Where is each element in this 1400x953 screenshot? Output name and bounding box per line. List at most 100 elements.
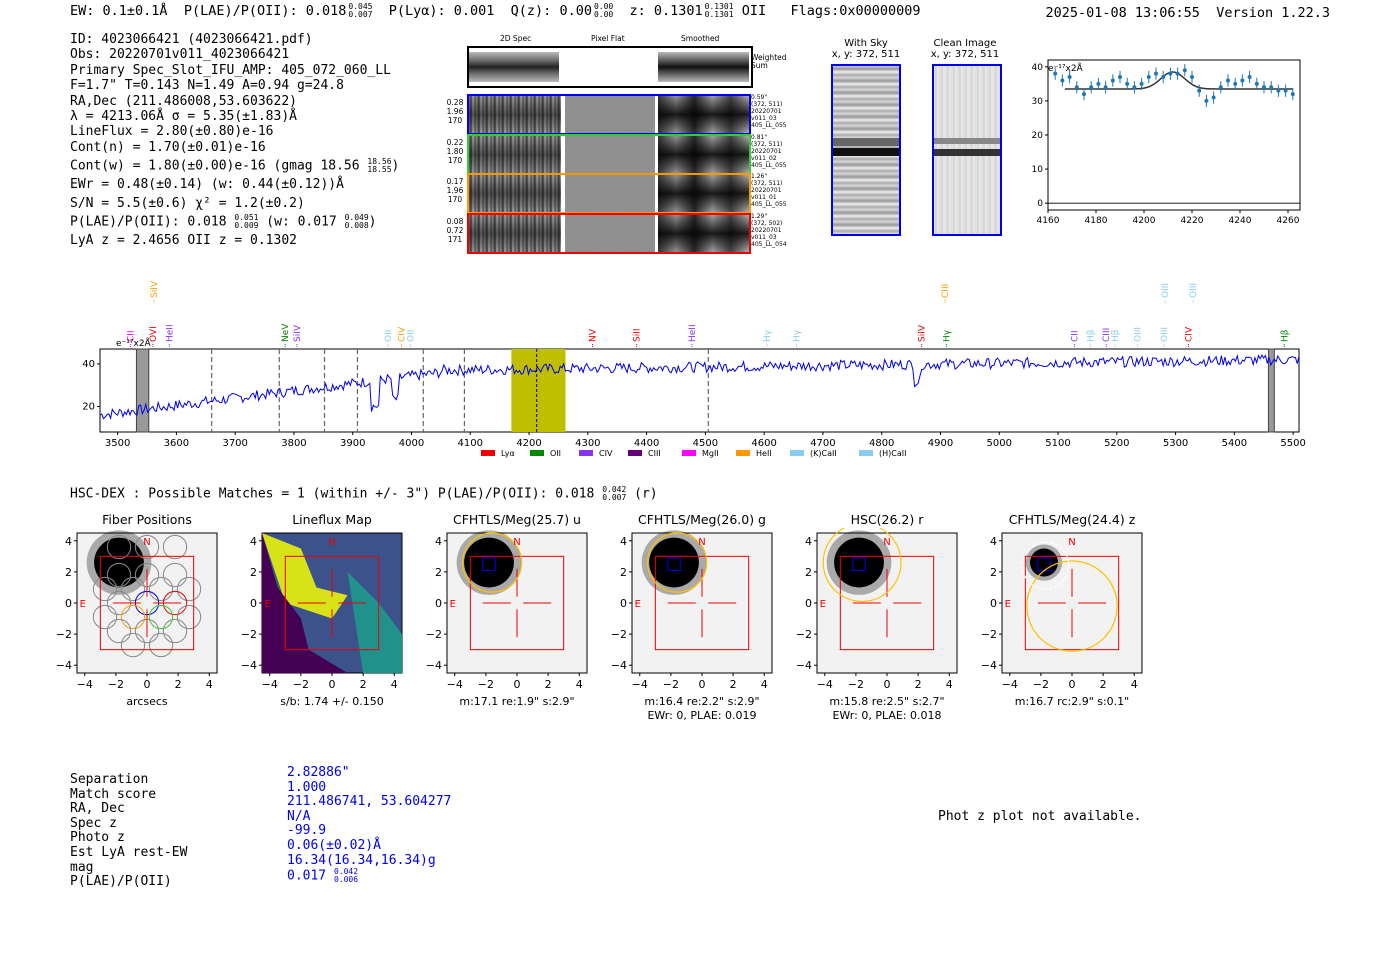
stat-value-match-score: 1.000 <box>287 779 327 795</box>
panel-title-2: Lineflux Map <box>292 512 372 527</box>
fiber-circle <box>148 576 174 602</box>
full-xtick-label: 3600 <box>164 438 189 449</box>
star-blob <box>94 537 144 588</box>
zoom-point <box>1211 95 1216 100</box>
cutout-2d-4 <box>469 214 561 252</box>
clean-image <box>932 64 1002 236</box>
stat-label-rest-ew: Est LyA rest-EW <box>70 844 188 860</box>
fiber-circle <box>176 576 202 602</box>
panel-ytick-label: −4 <box>241 659 257 672</box>
zoom-point <box>1247 75 1252 80</box>
panel-ytick-label: −4 <box>796 659 812 672</box>
full-xtick-label: 4800 <box>869 438 894 449</box>
zoom-xtick-label: 4160 <box>1037 216 1060 226</box>
full-xtick-label: 5200 <box>1104 438 1129 449</box>
cutout-row-meta-2: 0.81" (372, 511) 20220701 v011_02 405_LL_055 <box>751 133 787 169</box>
cutout-row-4 <box>467 212 751 254</box>
zoom-spectrum-chart: e⁻¹⁷x2Å 0 10 20 30 40 4160 4180 4200 4220 4240 426… <box>1032 59 1301 226</box>
masked-region <box>135 348 150 433</box>
masked-region <box>1267 348 1275 433</box>
stat-value-separation: 2.82886" <box>287 765 350 780</box>
stat-label-plae: P(LAE)/P(OII) <box>70 874 172 890</box>
info-ewr: EWr = 0.48(±0.14) (w: 0.44(±0.12))Å <box>70 177 344 193</box>
panel-title-4: CFHTLS/Meg(26.0) g <box>638 512 766 527</box>
full-ytick-label: 20 <box>82 401 95 412</box>
panel-xtick-label: −4 <box>77 678 93 691</box>
emission-line-label: Hβ <box>1280 329 1290 342</box>
panel-xtick-label: 0 <box>884 678 891 691</box>
panel-ytick-label: −2 <box>241 628 257 641</box>
zoom-point <box>1283 88 1288 93</box>
fiber-circle <box>162 562 188 588</box>
info-plae: P(LAE)/P(OII): 0.018 0.051 0.009 (w: 0.01… <box>70 213 377 231</box>
fiber-circle <box>148 604 174 630</box>
full-xtick-label: 4700 <box>810 438 835 449</box>
info-block: ID: 4023066421 (4023066421.pdf) Obs: 202… <box>70 32 399 248</box>
info-obs: Obs: 20220701v011_4023066421 <box>70 47 290 63</box>
zoom-point <box>1103 85 1108 90</box>
emission-line-label: OII <box>384 330 394 342</box>
info-fitpar: F=1.7" T=0.143 N=1.49 A=0.94 g=24.8 <box>70 78 344 94</box>
emission-line-label: CIII <box>941 284 951 298</box>
cutout-flat-4 <box>565 214 655 252</box>
search-box <box>839 555 935 651</box>
emission-line-label: NeV <box>281 323 291 342</box>
panel-ytick-label: 4 <box>65 535 72 548</box>
zoom-point <box>1125 81 1130 86</box>
cutout-row-2 <box>467 133 751 175</box>
lineflux-mid <box>347 571 402 673</box>
zoom-point <box>1110 78 1115 83</box>
cutout-flat-1 <box>565 96 655 133</box>
stat-label-photo-z: Photo z <box>70 830 125 846</box>
zoom-point <box>1154 71 1158 76</box>
panel-caption2-4: EWr: 0, PLAE: 0.019 <box>647 709 757 722</box>
full-plot-marks: 20 40 3500 3600 3700 3800 3900 4000 4100 4200 4300… <box>82 348 1306 449</box>
stat-value-spec-z: N/A <box>287 808 311 824</box>
star-halo <box>641 530 707 595</box>
stat-label-mag: mag <box>70 859 94 875</box>
zoom-point <box>1053 71 1058 76</box>
zoom-point <box>1218 85 1223 90</box>
emission-line-label: Hβ <box>1086 329 1096 342</box>
panel-ytick-label: −2 <box>56 628 72 641</box>
fiber-circle <box>162 618 188 644</box>
panel-title-3: CFHTLS/Meg(25.7) u <box>453 512 581 527</box>
legend-label: CIV <box>599 449 613 458</box>
counterpart-marker <box>482 557 496 571</box>
panel-ytick-label: 0 <box>435 597 442 610</box>
weighted-sum-smooth <box>658 52 749 82</box>
zoom-point <box>1276 88 1281 93</box>
full-xtick-label: 3700 <box>222 438 247 449</box>
legend-swatch <box>736 450 750 456</box>
stat-label-match-score: Match score <box>70 786 157 802</box>
aperture-ellipse <box>822 528 902 603</box>
emission-line-label: HeII <box>165 324 175 342</box>
zoom-point <box>1082 92 1086 97</box>
emission-line-label: SiIV <box>918 324 928 342</box>
cutout-row-meta-3: 1.26" (372, 511) 20220701 v011_01 405_LL_055 <box>751 173 787 208</box>
cutout-flat-2 <box>565 135 655 173</box>
search-box <box>284 555 380 651</box>
zoom-xtick-label: 4260 <box>1277 216 1300 226</box>
counterpart-marker <box>852 557 866 571</box>
legend-label: HeII <box>756 449 772 458</box>
fiber-circle <box>92 576 118 602</box>
panel-caption-4: m:16.4 re:2.2" s:2.9" <box>644 695 760 708</box>
match-stats-labels: Separation Match score RA, Dec Spec z Ph… <box>70 772 188 890</box>
fiber-circle <box>120 604 146 630</box>
panel-xtick-label: −2 <box>1033 678 1049 691</box>
legend-label: Lyα <box>501 449 515 458</box>
compass-north: N <box>513 537 520 548</box>
header-right: 2025-01-08 13:06:55 Version 1.22.3 <box>1046 5 1331 21</box>
stat-value-plae: 0.017 0.042 0.006 <box>287 867 359 885</box>
stat-value-radec: 211.486741, 53.604277 <box>287 794 452 810</box>
lineflux-low <box>262 533 348 673</box>
panel-ytick-label: −2 <box>981 628 997 641</box>
zoom-ytick-label: 0 <box>1037 199 1043 209</box>
with-sky-title: With Sky x, y: 372, 511 <box>831 38 901 60</box>
stat-value-photo-z: -99.9 <box>287 823 327 839</box>
cutout-row-stats-2: 0.22 1.80 170 <box>446 137 464 165</box>
zoom-ytick-label: 30 <box>1032 97 1044 107</box>
panel-ytick-label: −4 <box>981 659 997 672</box>
